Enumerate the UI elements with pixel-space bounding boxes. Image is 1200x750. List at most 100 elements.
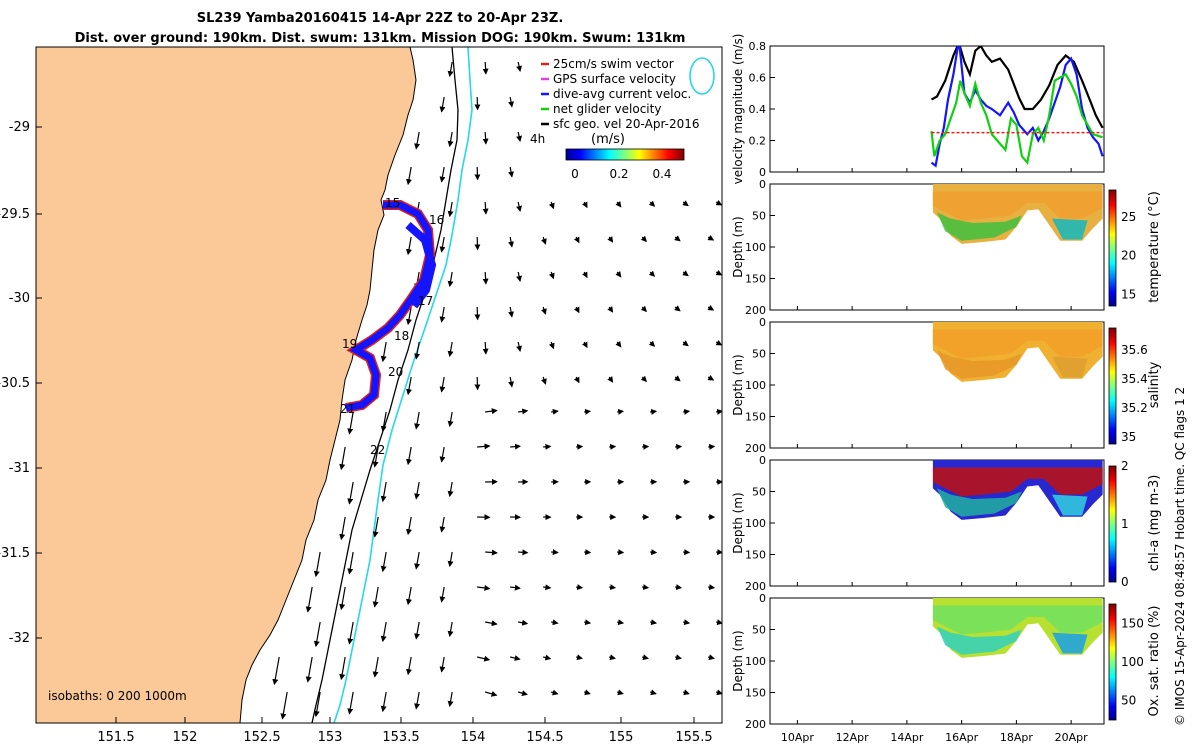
- track-day-label: 16: [429, 213, 444, 227]
- map-xtick-label: 152: [173, 730, 198, 745]
- velocity-arrow: [482, 61, 489, 75]
- section-layer: [1051, 632, 1088, 654]
- section-layer: [1051, 356, 1088, 378]
- velocity-arrow: [477, 584, 491, 591]
- velocity-arrow: [617, 408, 625, 415]
- velocity-arrow: [683, 619, 691, 626]
- title-line-2: Dist. over ground: 190km. Dist. swum: 13…: [75, 31, 686, 46]
- track-day-label: 19: [342, 337, 357, 351]
- section-layer: [937, 488, 1022, 517]
- velocity-arrow: [650, 549, 658, 556]
- velocity-arrow: [508, 96, 514, 108]
- velocity-arrow: [439, 96, 446, 113]
- velocity-arrow: [650, 619, 658, 626]
- depth-tick-label: 150: [745, 687, 766, 700]
- time-tick-label: 20Apr: [1055, 731, 1089, 744]
- map-ytick-label: -31.5: [0, 546, 30, 561]
- velocity-arrow: [609, 654, 616, 661]
- velocity-arrow: [707, 234, 715, 241]
- imos-credit: © IMOS 15-Apr-2024 08:48:57 Hobart time.…: [1173, 387, 1187, 726]
- velocity-ylabel: velocity magnitude (m/s): [731, 34, 745, 185]
- section-layer: [937, 626, 1022, 655]
- depth-tick-label: 50: [752, 210, 766, 223]
- section-panel: 0 50 100 150 200 Depth (m) 0 1 2 chl-a (mg m-3): [731, 454, 1162, 593]
- velocity-arrow: [518, 549, 529, 556]
- depth-tick-label: 200: [745, 718, 766, 731]
- velocity-arrow: [414, 551, 421, 570]
- isobath-200m: [311, 47, 459, 723]
- section-layer: [937, 212, 1022, 241]
- velocity-arrow: [516, 201, 522, 212]
- time-tick-label: 18Apr: [1000, 731, 1034, 744]
- velocity-arrow: [675, 443, 683, 450]
- velocity-series-line: [930, 46, 1104, 168]
- velocity-arrow: [406, 306, 412, 326]
- colorbar-title: Ox. sat. ratio (%): [1147, 606, 1162, 717]
- section-layer: [932, 605, 1103, 635]
- depth-tick-label: 200: [745, 442, 766, 455]
- velocity-arrow: [648, 270, 656, 277]
- eddy-contour: [689, 57, 715, 95]
- depth-tick-label: 100: [745, 517, 766, 530]
- velocity-arrow: [543, 654, 552, 661]
- map-colorbar-tick: 0.4: [652, 167, 671, 181]
- velocity-arrow: [439, 516, 446, 533]
- velocity-arrow: [339, 516, 346, 541]
- map-colorbar: [565, 148, 685, 161]
- velocity-arrow: [648, 200, 656, 207]
- velocity-arrow: [347, 481, 354, 505]
- velocity-arrow: [508, 376, 514, 388]
- velocity-arrow: [485, 690, 498, 697]
- map-colorbar-ticks: 0 0.2 0.4: [571, 167, 671, 181]
- section-layer: [932, 329, 1103, 359]
- section-panel: 0 50 100 150 200 Depth (m) 35 35.2 35.4 35.6 salin…: [731, 316, 1162, 455]
- velocity-arrow: [313, 551, 321, 578]
- velocity-arrow: [482, 271, 489, 285]
- map-xtick-label: 155: [609, 730, 634, 745]
- map-xtick-label: 153: [318, 730, 343, 745]
- velocity-arrow: [485, 408, 498, 415]
- colorbar-tick-label: 20: [1121, 249, 1136, 263]
- velocity-arrow: [584, 549, 592, 556]
- velocity-arrow: [683, 689, 690, 696]
- track-day-label: 21: [340, 402, 355, 416]
- velocity-arrow: [715, 199, 722, 206]
- velocity-arrow: [372, 586, 379, 608]
- velocity-arrow: [447, 691, 454, 708]
- velocity-arrow: [615, 341, 622, 348]
- velocity-arrow: [640, 305, 647, 313]
- velocity-arrow: [406, 376, 412, 396]
- velocity-arrow: [584, 619, 592, 626]
- velocity-arrow: [543, 584, 552, 591]
- velocity-arrow: [573, 236, 580, 244]
- velocity-arrow: [716, 408, 722, 415]
- velocity-ytick-label: 0.6: [749, 72, 767, 85]
- velocity-arrow: [640, 375, 647, 383]
- depth-tick-label: 50: [752, 624, 766, 637]
- velocity-arrow: [581, 201, 588, 209]
- velocity-arrow: [516, 341, 522, 352]
- velocity-arrow: [642, 443, 650, 450]
- velocity-arrow: [414, 411, 421, 430]
- depth-axis-label: Depth (m): [731, 216, 745, 277]
- time-tick-label: 12Apr: [836, 731, 870, 744]
- legend-label: net glider velocity: [553, 102, 661, 116]
- tag-4h: 4h: [530, 132, 545, 146]
- velocity-arrow: [508, 236, 514, 248]
- map-xtick-label: 155.5: [675, 730, 712, 745]
- velocity-arrow: [615, 201, 622, 208]
- velocity-arrow: [682, 340, 689, 347]
- velocity-arrow: [510, 584, 521, 591]
- velocity-arrow: [447, 271, 454, 288]
- velocity-arrow: [447, 341, 454, 358]
- velocity-arrow: [347, 621, 354, 645]
- velocity-arrow: [551, 549, 559, 556]
- velocity-arrow: [716, 689, 722, 696]
- velocity-arrow: [414, 131, 421, 150]
- legend-label: GPS surface velocity: [553, 72, 676, 86]
- velocity-arrow: [573, 376, 580, 384]
- velocity-arrow: [617, 619, 625, 626]
- velocity-arrow: [609, 443, 617, 450]
- track-day-label: 17: [418, 294, 433, 308]
- velocity-arrow: [581, 341, 588, 349]
